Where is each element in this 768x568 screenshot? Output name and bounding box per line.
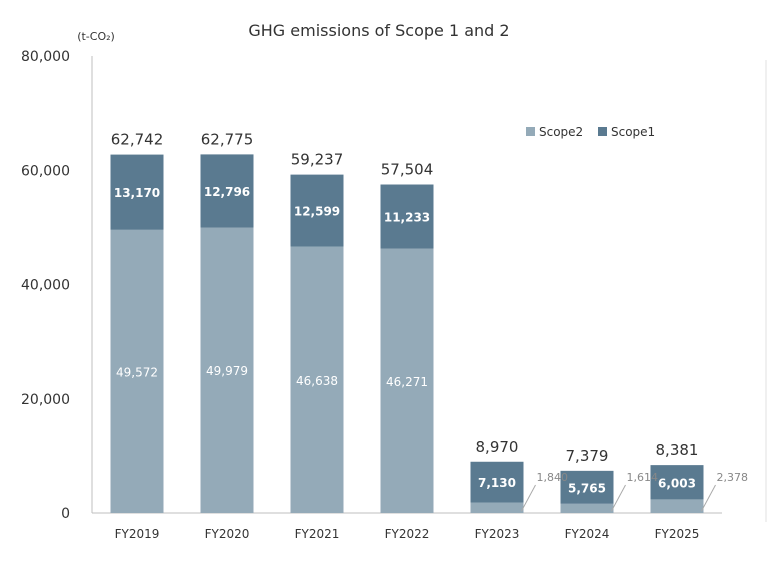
scope2-leader-fy2025 — [701, 484, 716, 512]
total-label-fy2024: 7,379 — [566, 447, 609, 465]
y-tick-label-4: 80,000 — [21, 49, 70, 65]
scope1-value-fy2019: 13,170 — [114, 186, 160, 200]
scope2-value-fy2020: 49,979 — [206, 364, 248, 378]
total-label-fy2025: 8,381 — [656, 441, 699, 459]
scope2-value-fy2019: 49,572 — [116, 365, 158, 379]
x-tick-label-fy2020: FY2020 — [205, 527, 250, 541]
data-labels: FY2019 62,742 13,170 49,572 FY2020 62,775 12,7… — [111, 130, 748, 541]
x-tick-label-fy2024: FY2024 — [565, 527, 610, 541]
bar-scope1-fy2025 — [650, 465, 704, 500]
y-tick-label-2: 40,000 — [21, 278, 70, 294]
scope1-value-fy2022: 11,233 — [384, 211, 430, 225]
legend-swatch-scope1 — [598, 127, 607, 136]
x-tick-label-fy2021: FY2021 — [295, 527, 340, 541]
total-label-fy2021: 59,237 — [291, 151, 344, 169]
scope2-value-fy2025: 2,378 — [717, 471, 749, 484]
axes: 0 20,000 40,000 60,000 80,000 — [21, 49, 722, 522]
legend-swatch-scope2 — [526, 127, 535, 136]
scope2-value-fy2021: 46,638 — [296, 374, 338, 388]
legend-label-scope1: Scope1 — [611, 125, 655, 139]
y-tick-label-3: 60,000 — [21, 163, 70, 179]
scope1-value-fy2025: 6,003 — [658, 476, 696, 490]
bar-scope2-fy2020 — [200, 227, 254, 513]
x-tick-label-fy2023: FY2023 — [475, 527, 520, 541]
bar-scope1-fy2021 — [290, 174, 344, 247]
bar-scope2-fy2024 — [560, 503, 614, 513]
scope1-value-fy2024: 5,765 — [568, 481, 606, 495]
scope2-leader-fy2024 — [611, 484, 626, 512]
bar-scope1-fy2024 — [560, 470, 614, 504]
total-label-fy2020: 62,775 — [201, 130, 254, 148]
total-label-fy2023: 8,970 — [476, 438, 519, 456]
scope1-value-fy2023: 7,130 — [478, 476, 516, 490]
bar-scope2-fy2021 — [290, 246, 344, 513]
x-tick-label-fy2025: FY2025 — [655, 527, 700, 541]
y-tick-label-0: 0 — [61, 506, 70, 522]
bar-scope1-fy2019 — [110, 154, 164, 230]
total-label-fy2022: 57,504 — [381, 161, 434, 179]
x-tick-label-fy2022: FY2022 — [385, 527, 430, 541]
bars — [110, 154, 704, 513]
scope1-value-fy2020: 12,796 — [204, 185, 250, 199]
chart-title: GHG emissions of Scope 1 and 2 — [248, 21, 509, 40]
bar-scope1-fy2022 — [380, 184, 434, 249]
scope2-value-fy2024: 1,614 — [627, 471, 659, 484]
unit-label: (t-CO₂) — [77, 30, 115, 43]
scope1-value-fy2021: 12,599 — [294, 205, 340, 219]
bar-scope1-fy2020 — [200, 154, 254, 228]
total-label-fy2019: 62,742 — [111, 131, 164, 149]
x-tick-label-fy2019: FY2019 — [115, 527, 160, 541]
bar-scope2-fy2022 — [380, 248, 434, 513]
bar-scope2-fy2019 — [110, 229, 164, 513]
legend-label-scope2: Scope2 — [539, 125, 583, 139]
bar-scope1-fy2023 — [470, 461, 524, 503]
bar-scope2-fy2023 — [470, 502, 524, 513]
bar-scope2-fy2025 — [650, 499, 704, 513]
scope2-value-fy2022: 46,271 — [386, 375, 428, 389]
scope2-leader-fy2023 — [521, 484, 536, 512]
scope2-value-fy2023: 1,840 — [537, 471, 569, 484]
y-tick-label-1: 20,000 — [21, 392, 70, 408]
legend: Scope2 Scope1 — [526, 125, 655, 139]
